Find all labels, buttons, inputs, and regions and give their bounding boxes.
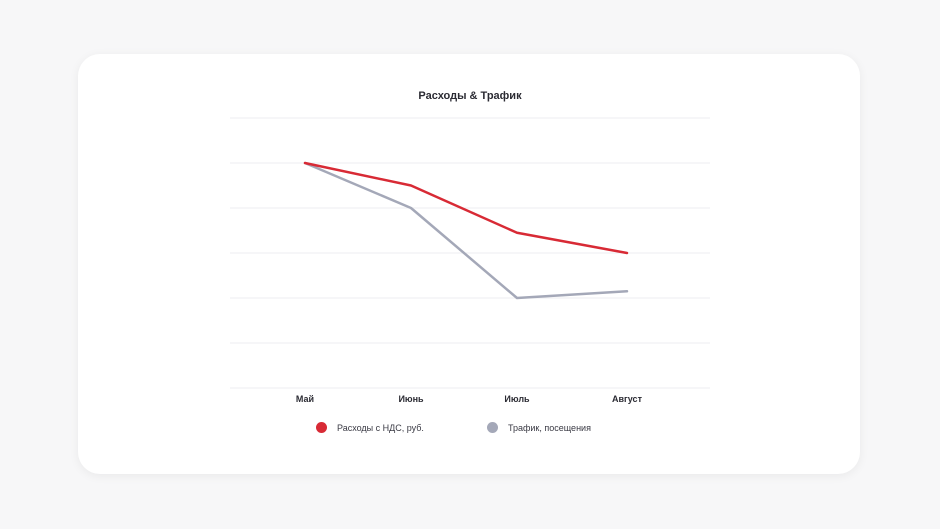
legend-label-traffic: Трафик, посещения bbox=[508, 422, 591, 433]
chart-legend: Расходы с НДС, руб. Трафик, посещения bbox=[0, 422, 940, 438]
chart-card bbox=[78, 54, 860, 474]
legend-item-traffic: Трафик, посещения bbox=[487, 422, 591, 433]
series-line-0 bbox=[303, 161, 629, 255]
legend-item-expenses: Расходы с НДС, руб. bbox=[316, 422, 424, 433]
x-tick-label: Июнь bbox=[398, 394, 424, 404]
x-tick-label: Май bbox=[296, 394, 314, 404]
series-line-1 bbox=[303, 161, 629, 300]
x-tick-label: Август bbox=[612, 394, 643, 404]
legend-label-expenses: Расходы с НДС, руб. bbox=[337, 422, 424, 433]
legend-marker-expenses bbox=[316, 422, 327, 433]
chart-title: Расходы & Трафик bbox=[418, 90, 522, 102]
legend-marker-traffic bbox=[487, 422, 498, 433]
x-tick-label: Июль bbox=[504, 394, 530, 404]
